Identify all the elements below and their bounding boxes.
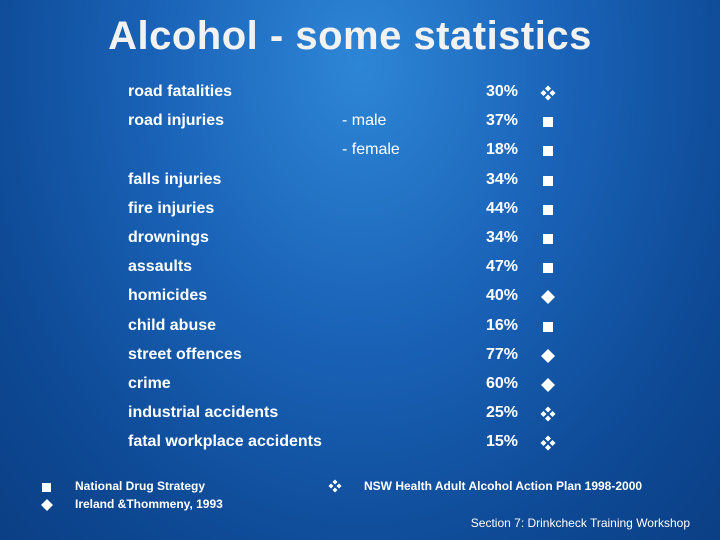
stat-percentage: 15% <box>486 433 519 451</box>
slide-title: Alcohol - some statistics <box>108 14 592 58</box>
diamond-icon <box>40 498 54 512</box>
square-icon <box>540 114 556 130</box>
stat-label: homicides <box>128 287 208 305</box>
stat-label: industrial accidents <box>128 404 279 422</box>
stat-percentage: 16% <box>486 316 519 334</box>
stat-percentage: 34% <box>486 229 519 246</box>
diamond4-icon <box>540 85 556 101</box>
stat-percentage: 77% <box>486 345 519 363</box>
stat-label: street offences <box>128 345 242 363</box>
diamond-icon <box>540 377 556 393</box>
stat-percentage: 18% <box>486 141 519 159</box>
stat-percentage: 30% <box>486 83 519 100</box>
square-icon <box>540 260 556 276</box>
stat-percentage: 60% <box>486 375 519 392</box>
stat-percentage: 25% <box>486 404 519 422</box>
stat-label: road fatalities <box>128 83 233 100</box>
stat-percentage: 40% <box>486 287 519 305</box>
stat-row: road injuries - male 37% <box>0 109 720 138</box>
stat-row: child abuse 16% <box>0 314 720 343</box>
stat-row: street offences 77% <box>0 343 720 372</box>
square-icon <box>40 481 54 495</box>
stat-label: road injuries <box>128 112 225 130</box>
stat-sublabel: - male <box>342 112 387 130</box>
diamond4-icon <box>540 406 556 422</box>
stat-label: drownings <box>128 229 209 246</box>
stat-label: falls injuries <box>128 170 222 188</box>
source-nsw-health: NSW Health Adult Alcohol Action Plan 199… <box>364 479 643 493</box>
stat-row: road fatalities 30% <box>0 80 720 109</box>
square-icon <box>540 231 556 247</box>
stat-label: fatal workplace accidents <box>128 433 322 451</box>
stat-percentage: 34% <box>486 170 519 188</box>
stat-label: child abuse <box>128 316 217 334</box>
stat-label: fire injuries <box>128 199 215 217</box>
stat-row: homicides 40% <box>0 284 720 313</box>
stat-percentage: 37% <box>486 112 519 130</box>
stat-row: assaults 47% <box>0 255 720 284</box>
stat-sublabel: - female <box>342 141 400 159</box>
stat-percentage: 44% <box>486 199 519 217</box>
source-ireland-thommeny: Ireland &Thommeny, 1993 <box>75 497 223 511</box>
stat-row: fire injuries 44% <box>0 197 720 226</box>
stat-row: industrial accidents 25% <box>0 401 720 430</box>
square-icon <box>540 202 556 218</box>
diamond-icon <box>540 348 556 364</box>
stat-row: fatal workplace accidents 15% <box>0 430 720 459</box>
diamond4-icon <box>540 435 556 451</box>
square-icon <box>540 319 556 335</box>
square-icon <box>540 173 556 189</box>
stat-label: assaults <box>128 258 193 276</box>
stat-label: crime <box>128 375 171 392</box>
stat-row: drownings 34% <box>0 226 720 255</box>
stat-row: - female 18% <box>0 138 720 167</box>
diamond-icon <box>540 289 556 305</box>
square-icon <box>540 143 556 159</box>
stat-row: falls injuries 34% <box>0 168 720 197</box>
source-national-drug-strategy: National Drug Strategy <box>75 479 206 493</box>
slide-caption: Section 7: Drinkcheck Training Workshop <box>470 516 690 530</box>
diamond4-icon <box>328 479 342 493</box>
stat-percentage: 47% <box>486 258 519 276</box>
stat-row: crime 60% <box>0 372 720 401</box>
